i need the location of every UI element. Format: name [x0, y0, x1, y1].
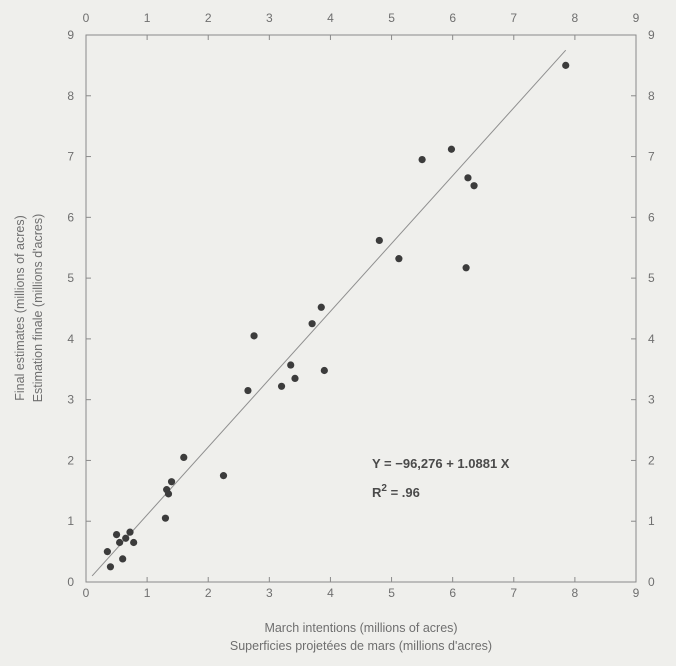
x-tick-label-top: 1: [144, 11, 151, 25]
data-point: [418, 155, 426, 164]
x-tick-label-bottom: 2: [205, 586, 212, 600]
data-point: [462, 264, 470, 272]
x-tick-label-top: 5: [388, 11, 395, 25]
x-tick-label-bottom: 7: [510, 586, 517, 600]
data-point: [317, 303, 325, 311]
data-point: [116, 538, 124, 547]
y-axis-label-fr: Estimation finale (millions d'acres): [31, 214, 45, 403]
y-tick-label-right: 8: [648, 89, 655, 103]
data-point: [119, 555, 127, 563]
x-tick-label-top: 9: [633, 11, 640, 25]
x-tick-label-bottom: 9: [633, 586, 640, 600]
regression-equation: Y = −96,276 + 1.0881 X: [372, 456, 510, 471]
y-tick-label-left: 8: [67, 89, 74, 103]
y-tick-label-right: 2: [648, 453, 655, 467]
r-squared-value: = .96: [387, 485, 420, 500]
data-point: [122, 534, 130, 542]
y-tick-label-left: 3: [67, 393, 74, 407]
y-tick-label-right: 6: [648, 210, 655, 224]
data-point: [219, 472, 228, 480]
x-tick-label-top: 8: [572, 11, 579, 25]
y-tick-label-left: 2: [67, 453, 74, 467]
x-tick-label-bottom: 0: [83, 586, 90, 600]
data-point: [308, 320, 316, 328]
data-point: [562, 61, 570, 69]
r-squared: R2 = .96: [372, 483, 420, 500]
x-tick-label-bottom: 8: [572, 586, 579, 600]
data-point: [447, 145, 456, 153]
data-point: [375, 236, 383, 245]
y-tick-label-left: 5: [67, 271, 74, 285]
y-tick-label-right: 9: [648, 28, 655, 42]
points-layer: [103, 61, 570, 571]
data-point: [464, 174, 472, 182]
y-tick-label-right: 7: [648, 150, 655, 164]
x-tick-label-bottom: 6: [449, 586, 456, 600]
y-tick-label-right: 4: [648, 332, 655, 346]
x-tick-label-bottom: 4: [327, 586, 334, 600]
data-point: [244, 386, 252, 395]
y-tick-label-left: 1: [67, 514, 74, 528]
x-tick-label-top: 3: [266, 11, 273, 25]
plot-area: [85, 34, 637, 583]
x-tick-label-top: 7: [510, 11, 517, 25]
x-axis-label: March intentions (millions of acres): [264, 621, 457, 635]
data-point: [103, 548, 111, 556]
y-tick-label-left: 9: [67, 28, 74, 42]
y-tick-label-right: 1: [648, 514, 655, 528]
regression-line: [91, 49, 567, 577]
y-tick-label-left: 6: [67, 210, 74, 224]
data-point: [161, 514, 170, 522]
data-point: [470, 182, 478, 190]
data-point: [130, 538, 138, 547]
r-squared-label: R: [372, 485, 382, 500]
data-point: [126, 528, 134, 536]
data-point: [164, 490, 173, 498]
data-point: [277, 382, 286, 390]
x-axis-label-fr: Superficies projetées de mars (millions …: [230, 639, 492, 653]
y-axis-label: Final estimates (millions of acres): [13, 215, 27, 400]
data-point: [250, 332, 258, 340]
y-tick-label-right: 5: [648, 271, 655, 285]
data-point: [167, 478, 176, 486]
x-tick-label-top: 6: [449, 11, 456, 25]
data-point: [112, 530, 121, 539]
x-tick-label-top: 0: [83, 11, 90, 25]
data-point: [287, 361, 295, 369]
r-squared-exponent: 2: [381, 483, 387, 494]
data-point: [291, 374, 299, 382]
data-point: [180, 453, 188, 462]
data-point: [395, 255, 403, 263]
x-tick-label-bottom: 3: [266, 586, 273, 600]
y-tick-label-right: 3: [648, 393, 655, 407]
data-point: [320, 366, 328, 375]
y-tick-label-right: 0: [648, 575, 655, 589]
y-tick-label-left: 7: [67, 150, 74, 164]
y-tick-label-left: 4: [67, 332, 74, 346]
x-tick-label-top: 2: [205, 11, 212, 25]
y-tick-label-left: 0: [67, 575, 74, 589]
x-tick-label-bottom: 5: [388, 586, 395, 600]
data-point: [106, 563, 115, 571]
x-tick-label-top: 4: [327, 11, 334, 25]
x-tick-label-bottom: 1: [144, 586, 151, 600]
